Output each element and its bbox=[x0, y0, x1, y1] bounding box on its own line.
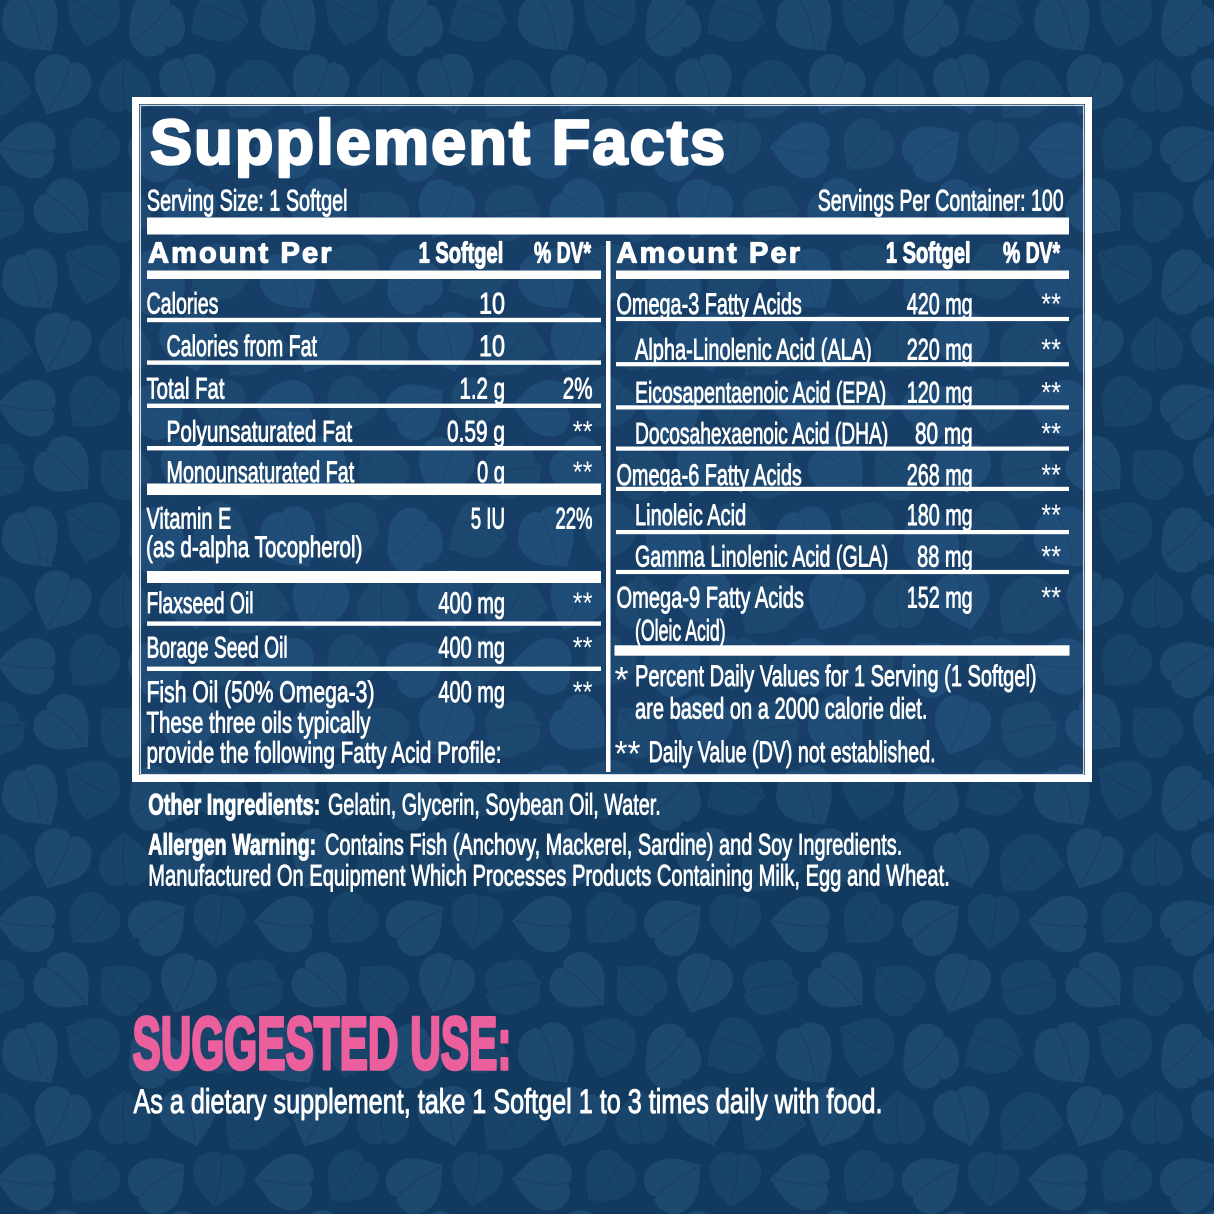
svg-text:provide the following Fatty Ac: provide the following Fatty Acid Profile… bbox=[147, 737, 502, 770]
svg-text:400 mg: 400 mg bbox=[438, 632, 505, 665]
svg-text:% DV*: % DV* bbox=[1003, 238, 1060, 270]
svg-text:400 mg: 400 mg bbox=[438, 587, 505, 620]
svg-text:These three oils typically: These three oils typically bbox=[147, 706, 371, 739]
svg-text:Borage Seed Oil: Borage Seed Oil bbox=[147, 632, 288, 665]
svg-text:420 mg: 420 mg bbox=[907, 288, 973, 321]
svg-text:1.2 g: 1.2 g bbox=[460, 373, 506, 406]
svg-text:0.59 g: 0.59 g bbox=[447, 416, 505, 449]
svg-text:Contains Fish (Anchovy, Macker: Contains Fish (Anchovy, Mackerel, Sardin… bbox=[325, 829, 902, 862]
svg-text:Daily Value (DV) not establish: Daily Value (DV) not established. bbox=[649, 736, 936, 769]
svg-text:Vitamin E: Vitamin E bbox=[147, 502, 232, 535]
svg-text:220 mg: 220 mg bbox=[907, 333, 973, 366]
svg-text:Calories from Fat: Calories from Fat bbox=[167, 330, 318, 363]
svg-text:**: ** bbox=[1041, 377, 1061, 410]
svg-text:Calories: Calories bbox=[147, 287, 219, 320]
svg-text:**: ** bbox=[1041, 418, 1061, 451]
svg-text:120 mg: 120 mg bbox=[907, 377, 973, 410]
svg-text:Monounsaturated Fat: Monounsaturated Fat bbox=[167, 456, 355, 489]
svg-text:**: ** bbox=[1041, 459, 1061, 492]
svg-text:SUGGESTED USE:: SUGGESTED USE: bbox=[133, 1002, 512, 1085]
svg-text:1 Softgel: 1 Softgel bbox=[419, 238, 504, 270]
svg-text:As a dietary supplement, take: As a dietary supplement, take 1 Softgel … bbox=[134, 1083, 883, 1121]
svg-text:(as d-alpha Tocopherol): (as d-alpha Tocopherol) bbox=[146, 531, 363, 564]
svg-text:**: ** bbox=[1041, 582, 1061, 615]
svg-text:2%: 2% bbox=[563, 373, 593, 406]
svg-text:22%: 22% bbox=[556, 502, 593, 535]
svg-text:**: ** bbox=[573, 587, 593, 620]
svg-text:180 mg: 180 mg bbox=[907, 499, 973, 532]
svg-text:152 mg: 152 mg bbox=[907, 582, 973, 615]
svg-text:**: ** bbox=[573, 676, 593, 709]
svg-text:Flaxseed Oil: Flaxseed Oil bbox=[147, 587, 254, 620]
svg-text:Alpha-Linolenic Acid (ALA): Alpha-Linolenic Acid (ALA) bbox=[635, 333, 872, 366]
svg-text:Docosahexaenoic Acid (DHA): Docosahexaenoic Acid (DHA) bbox=[635, 418, 888, 451]
svg-text:Servings Per Container: 100: Servings Per Container: 100 bbox=[818, 184, 1064, 217]
svg-text:88 mg: 88 mg bbox=[917, 540, 973, 573]
svg-text:*: * bbox=[615, 659, 629, 700]
svg-text:Amount Per: Amount Per bbox=[148, 238, 332, 270]
svg-text:Gelatin, Glycerin, Soybean Oil: Gelatin, Glycerin, Soybean Oil, Water. bbox=[328, 789, 661, 822]
svg-text:Omega-6 Fatty Acids: Omega-6 Fatty Acids bbox=[617, 459, 802, 492]
svg-text:Percent Daily Values for 1 Ser: Percent Daily Values for 1 Serving (1 So… bbox=[635, 660, 1037, 693]
svg-text:**: ** bbox=[615, 733, 641, 774]
svg-text:Allergen Warning:: Allergen Warning: bbox=[148, 829, 316, 862]
svg-text:400 mg: 400 mg bbox=[438, 676, 505, 709]
svg-text:Manufactured On Equipment Whic: Manufactured On Equipment Which Processe… bbox=[148, 860, 950, 893]
svg-text:**: ** bbox=[573, 632, 593, 665]
svg-text:Polyunsaturated Fat: Polyunsaturated Fat bbox=[167, 416, 353, 449]
svg-text:Other Ingredients:: Other Ingredients: bbox=[148, 789, 320, 822]
svg-text:Fish Oil (50% Omega-3): Fish Oil (50% Omega-3) bbox=[147, 676, 375, 709]
svg-text:Omega-9 Fatty Acids: Omega-9 Fatty Acids bbox=[617, 582, 804, 615]
svg-text:0 g: 0 g bbox=[477, 456, 505, 489]
svg-text:Supplement Facts: Supplement Facts bbox=[150, 108, 725, 178]
svg-text:**: ** bbox=[1041, 499, 1061, 532]
svg-text:5 IU: 5 IU bbox=[471, 502, 505, 535]
svg-text:**: ** bbox=[1041, 333, 1061, 366]
svg-text:Serving Size: 1 Softgel: Serving Size: 1 Softgel bbox=[147, 184, 348, 217]
svg-text:10: 10 bbox=[479, 330, 505, 363]
svg-text:80 mg: 80 mg bbox=[915, 418, 973, 451]
svg-text:Amount Per: Amount Per bbox=[617, 238, 801, 270]
svg-text:Linoleic Acid: Linoleic Acid bbox=[635, 499, 746, 532]
svg-text:Total Fat: Total Fat bbox=[147, 373, 225, 406]
svg-text:are based on a 2000 calorie di: are based on a 2000 calorie diet. bbox=[635, 693, 927, 726]
svg-text:% DV*: % DV* bbox=[534, 238, 591, 270]
svg-text:10: 10 bbox=[479, 287, 505, 320]
svg-text:Gamma Linolenic Acid (GLA): Gamma Linolenic Acid (GLA) bbox=[635, 540, 888, 573]
svg-text:1 Softgel: 1 Softgel bbox=[886, 238, 971, 270]
svg-text:Eicosapentaenoic Acid (EPA): Eicosapentaenoic Acid (EPA) bbox=[635, 377, 886, 410]
svg-text:**: ** bbox=[573, 456, 593, 489]
svg-text:**: ** bbox=[1041, 288, 1061, 321]
svg-text:(Oleic Acid): (Oleic Acid) bbox=[635, 615, 726, 648]
svg-text:268 mg: 268 mg bbox=[907, 459, 973, 492]
svg-text:Omega-3 Fatty Acids: Omega-3 Fatty Acids bbox=[617, 288, 802, 321]
svg-text:**: ** bbox=[1041, 540, 1061, 573]
svg-text:**: ** bbox=[573, 416, 593, 449]
